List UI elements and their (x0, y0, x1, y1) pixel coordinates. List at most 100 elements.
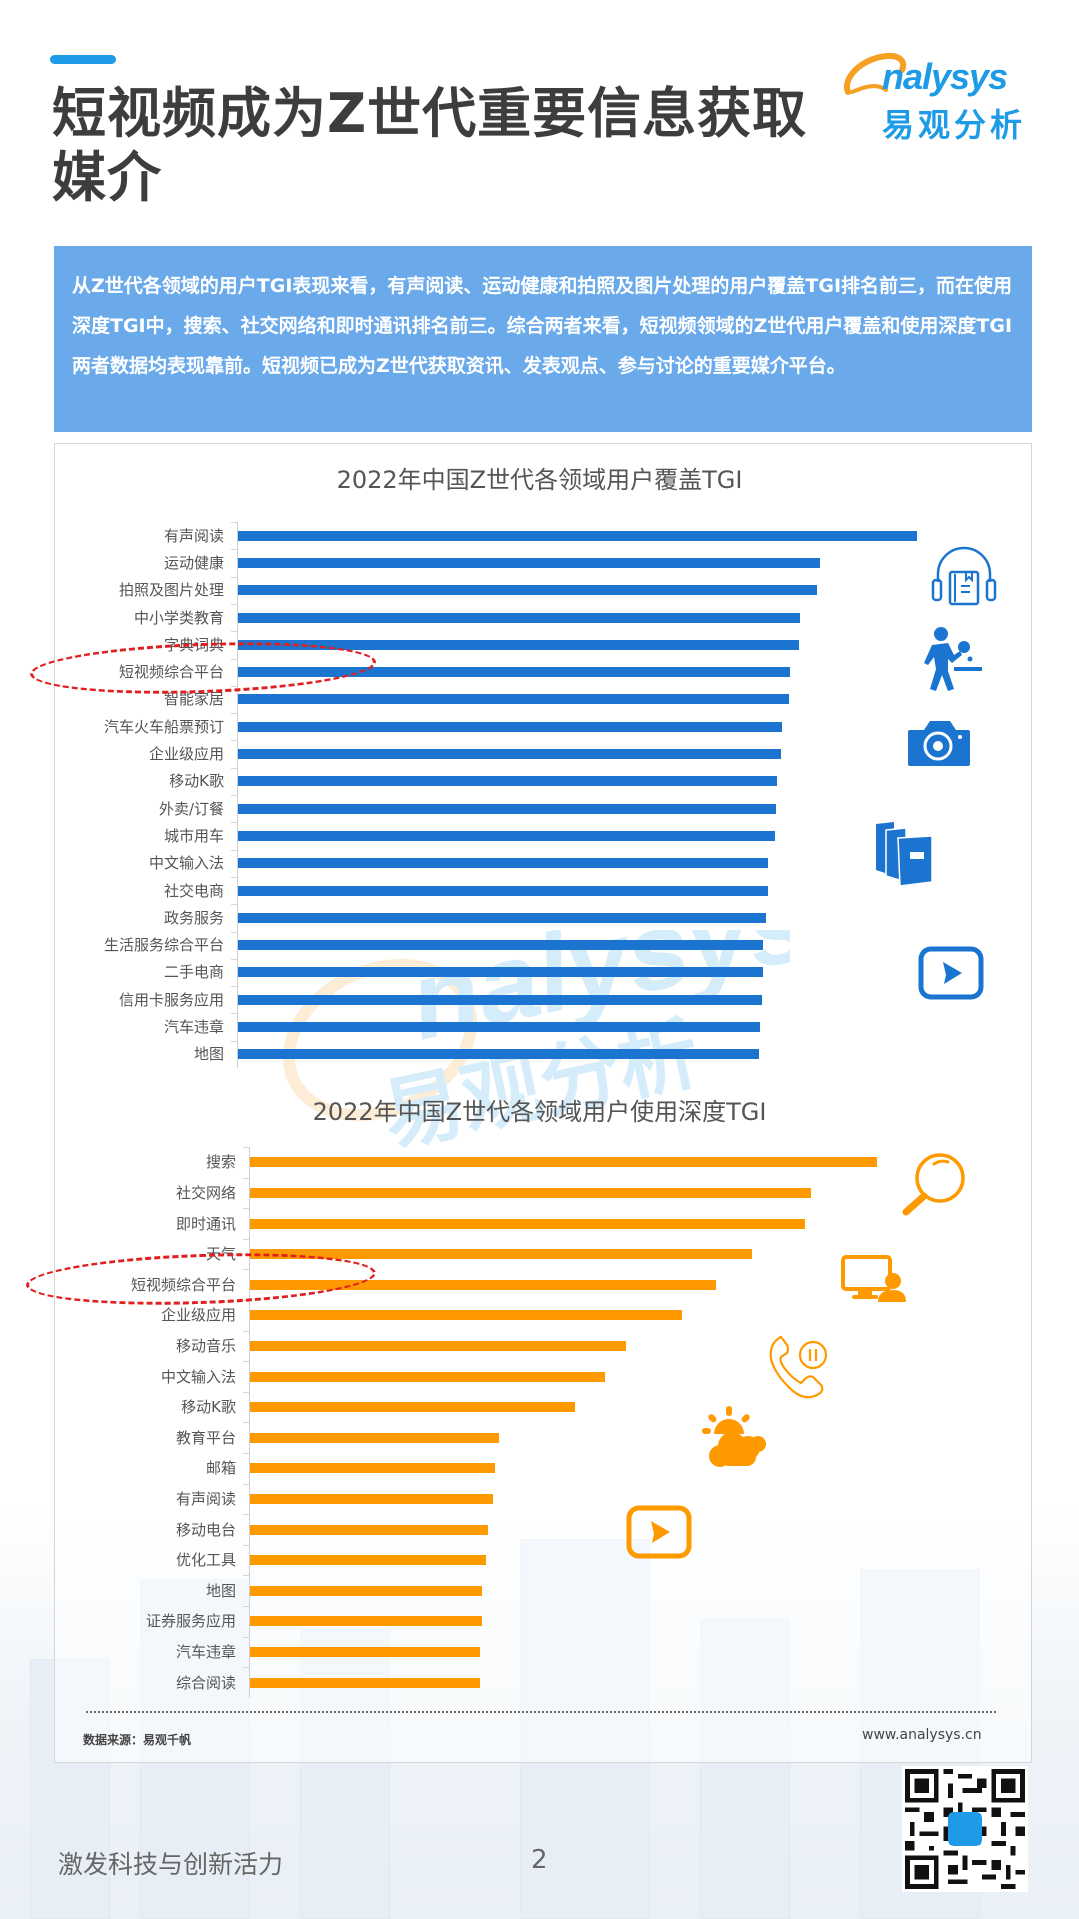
category-label: 信用卡服务应用 (118, 990, 224, 1009)
video-play-icon (918, 946, 984, 1000)
axis-tick (231, 822, 237, 824)
bar (250, 1218, 805, 1229)
bar (250, 1187, 812, 1198)
axis-tick (231, 631, 237, 633)
axis-tick (243, 1361, 249, 1363)
axis-tick (231, 931, 237, 933)
audiobook-headphones-icon (931, 546, 997, 606)
bar (250, 1493, 494, 1504)
bar (238, 749, 782, 760)
axis-tick (243, 1606, 249, 1607)
bar (238, 639, 799, 650)
computer-user-icon (841, 1255, 906, 1302)
axis-tick (231, 740, 237, 742)
bar (238, 1049, 759, 1060)
axis-tick (243, 1208, 249, 1210)
category-label: 智能家居 (163, 690, 224, 709)
bar (250, 1310, 682, 1321)
bar (250, 1463, 496, 1474)
category-label: 移动K歌 (181, 1398, 236, 1417)
bar (250, 1371, 605, 1382)
bar (238, 776, 778, 787)
bar (238, 530, 917, 541)
sun-cloud-weather-icon (702, 1406, 766, 1467)
bar (238, 885, 769, 896)
bar (238, 667, 791, 678)
axis-tick (231, 522, 237, 523)
axis-tick (231, 876, 237, 878)
category-label: 外卖/订餐 (158, 799, 224, 818)
bar (250, 1249, 753, 1260)
bar (250, 1279, 716, 1290)
category-label: 移动电台 (175, 1520, 236, 1539)
bar (250, 1585, 482, 1596)
bar (238, 694, 789, 705)
phone-call-pause-icon (769, 1335, 828, 1399)
axis-tick (243, 1575, 249, 1577)
axis-tick (243, 1636, 249, 1638)
category-label: 企业级应用 (160, 1306, 236, 1325)
category-label: 城市用车 (163, 826, 224, 845)
category-label: 企业级应用 (148, 745, 224, 764)
category-label: 地图 (205, 1581, 236, 1600)
category-label: 有声阅读 (163, 526, 224, 545)
category-label: 社交电商 (163, 881, 224, 900)
bar (250, 1432, 499, 1443)
bar (238, 612, 801, 623)
axis-tick (243, 1453, 249, 1454)
axis-tick (243, 1238, 249, 1240)
axis-tick (231, 576, 237, 578)
category-label: 字典词典 (163, 635, 224, 654)
bar (238, 721, 782, 732)
title-accent-bar (50, 55, 116, 64)
depth-tgi-chart: 搜索 社交网络 即时通讯 天气 短视频综合平台 企业级应用 移动音乐 中文输入法 移动K歌 教育平… (0, 1147, 1079, 1698)
bar (238, 585, 818, 596)
bar (250, 1157, 877, 1168)
axis-tick (231, 904, 237, 906)
axis-tick (231, 658, 237, 660)
page-number: 2 (531, 1845, 548, 1875)
category-label: 二手电商 (163, 963, 224, 982)
analysys-logo: nalysys 易观分析 (842, 48, 1042, 148)
camera-icon (908, 721, 970, 766)
axis-tick (231, 1040, 237, 1042)
summary-box: 从Z世代各领域的用户TGI表现来看，有声阅读、运动健康和拍照及图片处理的用户覆盖… (54, 246, 1032, 432)
category-label: 即时通讯 (175, 1214, 236, 1233)
axis-tick (243, 1300, 249, 1301)
axis-tick (231, 713, 237, 715)
magnifier-icon (902, 1153, 965, 1216)
logo-chinese: 易观分析 (882, 106, 1027, 144)
data-source: 数据来源：易观千帆 (83, 1733, 192, 1747)
bar (250, 1524, 489, 1535)
bar (238, 912, 767, 923)
bar (250, 1402, 575, 1413)
axis-tick (231, 549, 237, 551)
axis-tick (243, 1544, 249, 1546)
axis-tick (243, 1330, 249, 1332)
category-label: 汽车违章 (163, 1018, 224, 1037)
bar (250, 1340, 627, 1351)
logo-english: nalysys (882, 56, 1008, 97)
coverage-chart-title: 2022年中国Z世代各领域用户覆盖TGI (336, 466, 743, 494)
category-label: 短视频综合平台 (118, 663, 224, 682)
category-label: 短视频综合平台 (130, 1275, 236, 1294)
category-label: 社交网络 (175, 1183, 236, 1202)
axis-tick (231, 685, 237, 687)
website-link[interactable]: www.analysys.cn (862, 1727, 982, 1743)
category-label: 优化工具 (175, 1551, 236, 1570)
category-label: 移动K歌 (169, 772, 224, 791)
axis-tick (243, 1483, 249, 1485)
category-label: 拍照及图片处理 (118, 581, 224, 600)
y-axis-line (249, 1147, 250, 1698)
axis-tick (243, 1667, 249, 1669)
qr-code (902, 1766, 1028, 1892)
category-label: 天气 (205, 1245, 236, 1264)
axis-tick (231, 1013, 237, 1015)
bar (250, 1616, 482, 1627)
bar (238, 994, 763, 1005)
bar (238, 940, 763, 951)
category-label: 邮箱 (205, 1459, 236, 1478)
category-label: 移动音乐 (175, 1336, 236, 1355)
axis-tick (243, 1422, 249, 1424)
axis-tick (243, 1269, 249, 1271)
